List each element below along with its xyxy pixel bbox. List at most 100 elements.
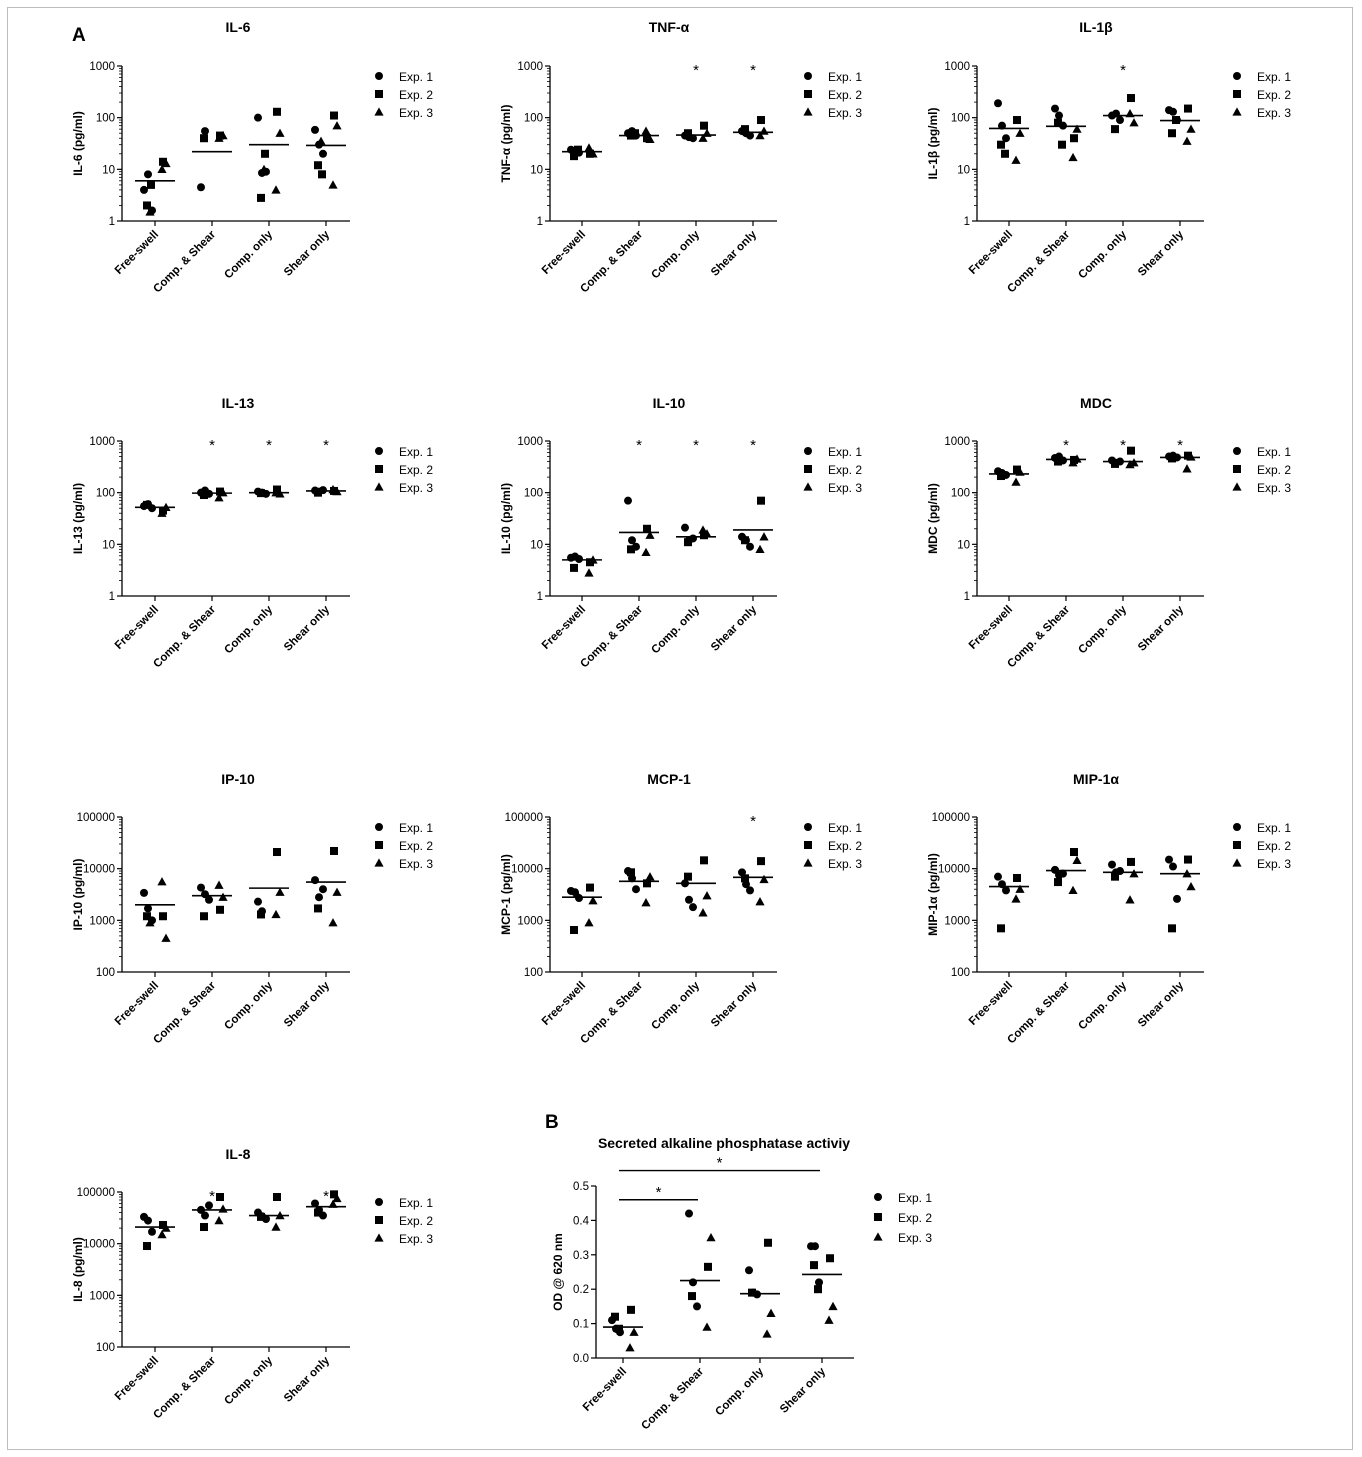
data-point-triangle bbox=[584, 568, 594, 577]
data-point-square bbox=[216, 487, 224, 496]
data-point-triangle bbox=[161, 158, 171, 168]
legend-label: Exp. 1 bbox=[399, 70, 433, 84]
data-point-circle bbox=[144, 170, 152, 179]
data-point-triangle bbox=[584, 918, 594, 927]
data-point-triangle bbox=[1072, 855, 1082, 865]
legend-marker-circle bbox=[375, 72, 383, 80]
data-point-square bbox=[631, 129, 639, 138]
legend-label: Exp. 3 bbox=[399, 106, 433, 120]
y-axis-label: TNF-α (pg/ml) bbox=[499, 104, 513, 182]
legend-label: Exp. 2 bbox=[1257, 88, 1291, 102]
significance-star: * bbox=[209, 437, 215, 454]
x-tick-label: Free-swell bbox=[540, 604, 588, 652]
data-point-triangle bbox=[157, 164, 167, 174]
data-point-circle bbox=[693, 1302, 701, 1311]
legend-label: Exp. 1 bbox=[1257, 821, 1291, 835]
x-tick-label: Free-swell bbox=[540, 229, 588, 277]
data-point-square bbox=[159, 157, 167, 166]
panel-ip10: IP-10 100 1000 10000 100000 IP-10 (pg/ml) Free… bbox=[71, 771, 433, 1046]
legend-label: Exp. 2 bbox=[399, 1214, 433, 1228]
y-axis-label: IL-13 (pg/ml) bbox=[71, 483, 85, 554]
data-point-circle bbox=[746, 542, 754, 551]
data-point-circle bbox=[205, 1201, 213, 1210]
data-point-square bbox=[1013, 465, 1021, 474]
data-point-square bbox=[700, 856, 708, 865]
data-point-circle bbox=[144, 904, 152, 913]
data-point-square bbox=[757, 857, 765, 866]
data-point-triangle bbox=[275, 128, 285, 137]
data-point-triangle bbox=[1011, 155, 1021, 164]
data-point-circle bbox=[140, 888, 148, 897]
y-tick-label: 1000 bbox=[517, 436, 543, 448]
data-point-triangle bbox=[1072, 124, 1082, 133]
data-point-square bbox=[200, 134, 208, 143]
data-point-circle bbox=[311, 876, 319, 885]
data-point-square bbox=[1054, 457, 1062, 466]
x-tick-label: Comp. & Shear bbox=[578, 979, 645, 1046]
significance-star: * bbox=[693, 437, 699, 454]
data-point-circle bbox=[685, 895, 693, 904]
data-point-square bbox=[684, 129, 692, 138]
x-tick-label: Free-swell bbox=[113, 1355, 161, 1403]
data-point-square bbox=[200, 491, 208, 500]
data-point-circle bbox=[994, 872, 1002, 881]
legend-label: Exp. 2 bbox=[1257, 463, 1291, 477]
y-tick-label: 100000 bbox=[505, 812, 543, 824]
data-point-circle bbox=[1173, 894, 1181, 903]
x-tick-label: Comp. & Shear bbox=[1005, 228, 1072, 295]
x-tick-label: Comp. only bbox=[222, 1354, 275, 1407]
significance-star: * bbox=[323, 1188, 329, 1205]
data-point-triangle bbox=[271, 909, 281, 919]
data-point-square bbox=[1111, 872, 1119, 881]
data-point-square bbox=[1070, 848, 1078, 857]
data-point-triangle bbox=[316, 136, 326, 145]
legend-label: Exp. 1 bbox=[1257, 70, 1291, 84]
y-axis-label: IP-10 (pg/ml) bbox=[71, 858, 85, 930]
data-point-square bbox=[159, 912, 167, 921]
legend-marker-circle bbox=[804, 823, 812, 831]
data-point-triangle bbox=[588, 149, 598, 158]
data-point-square bbox=[1111, 459, 1119, 468]
legend-label: Exp. 3 bbox=[399, 481, 433, 495]
data-point-circle bbox=[144, 1216, 152, 1225]
data-point-triangle bbox=[645, 134, 655, 144]
data-point-square bbox=[143, 500, 151, 509]
data-point-square bbox=[1013, 873, 1021, 882]
data-point-triangle bbox=[698, 908, 708, 917]
x-tick-label: Shear only bbox=[709, 979, 759, 1029]
data-point-square bbox=[574, 145, 582, 154]
data-point-triangle bbox=[1068, 152, 1078, 162]
data-point-square bbox=[997, 140, 1005, 149]
legend-marker-triangle bbox=[374, 858, 384, 867]
legend-label: Exp. 3 bbox=[1257, 106, 1291, 120]
data-point-square bbox=[570, 152, 578, 161]
y-axis-label: MIP-1α (pg/ml) bbox=[926, 853, 940, 936]
legend-marker-circle bbox=[874, 1193, 882, 1201]
data-point-triangle bbox=[275, 887, 285, 896]
significance-star: * bbox=[750, 437, 756, 454]
y-tick-label: 1000 bbox=[944, 436, 970, 448]
data-point-square bbox=[330, 1190, 338, 1199]
legend-label: Exp. 2 bbox=[828, 463, 862, 477]
data-point-square bbox=[216, 1193, 224, 1202]
data-point-triangle bbox=[1068, 885, 1078, 895]
significance-star: * bbox=[1063, 437, 1069, 454]
data-point-square bbox=[700, 121, 708, 130]
x-tick-label: Shear only bbox=[709, 228, 759, 278]
x-tick-label: Shear only bbox=[778, 1365, 828, 1415]
data-point-circle bbox=[140, 185, 148, 194]
data-point-square bbox=[200, 1223, 208, 1232]
legend-label: Exp. 1 bbox=[1257, 445, 1291, 459]
legend-marker-circle bbox=[375, 1198, 383, 1206]
data-point-triangle bbox=[1186, 124, 1196, 133]
data-point-square bbox=[200, 912, 208, 921]
panel-mip1a: MIP-1α 100 1000 10000 100000 MIP-1α (pg/ml) Fr… bbox=[926, 771, 1291, 1046]
legend-marker-triangle bbox=[374, 482, 384, 491]
legend-label: Exp. 3 bbox=[1257, 857, 1291, 871]
x-tick-label: Free-swell bbox=[540, 980, 588, 1028]
data-point-square bbox=[1001, 149, 1009, 158]
data-point-triangle bbox=[214, 133, 224, 142]
